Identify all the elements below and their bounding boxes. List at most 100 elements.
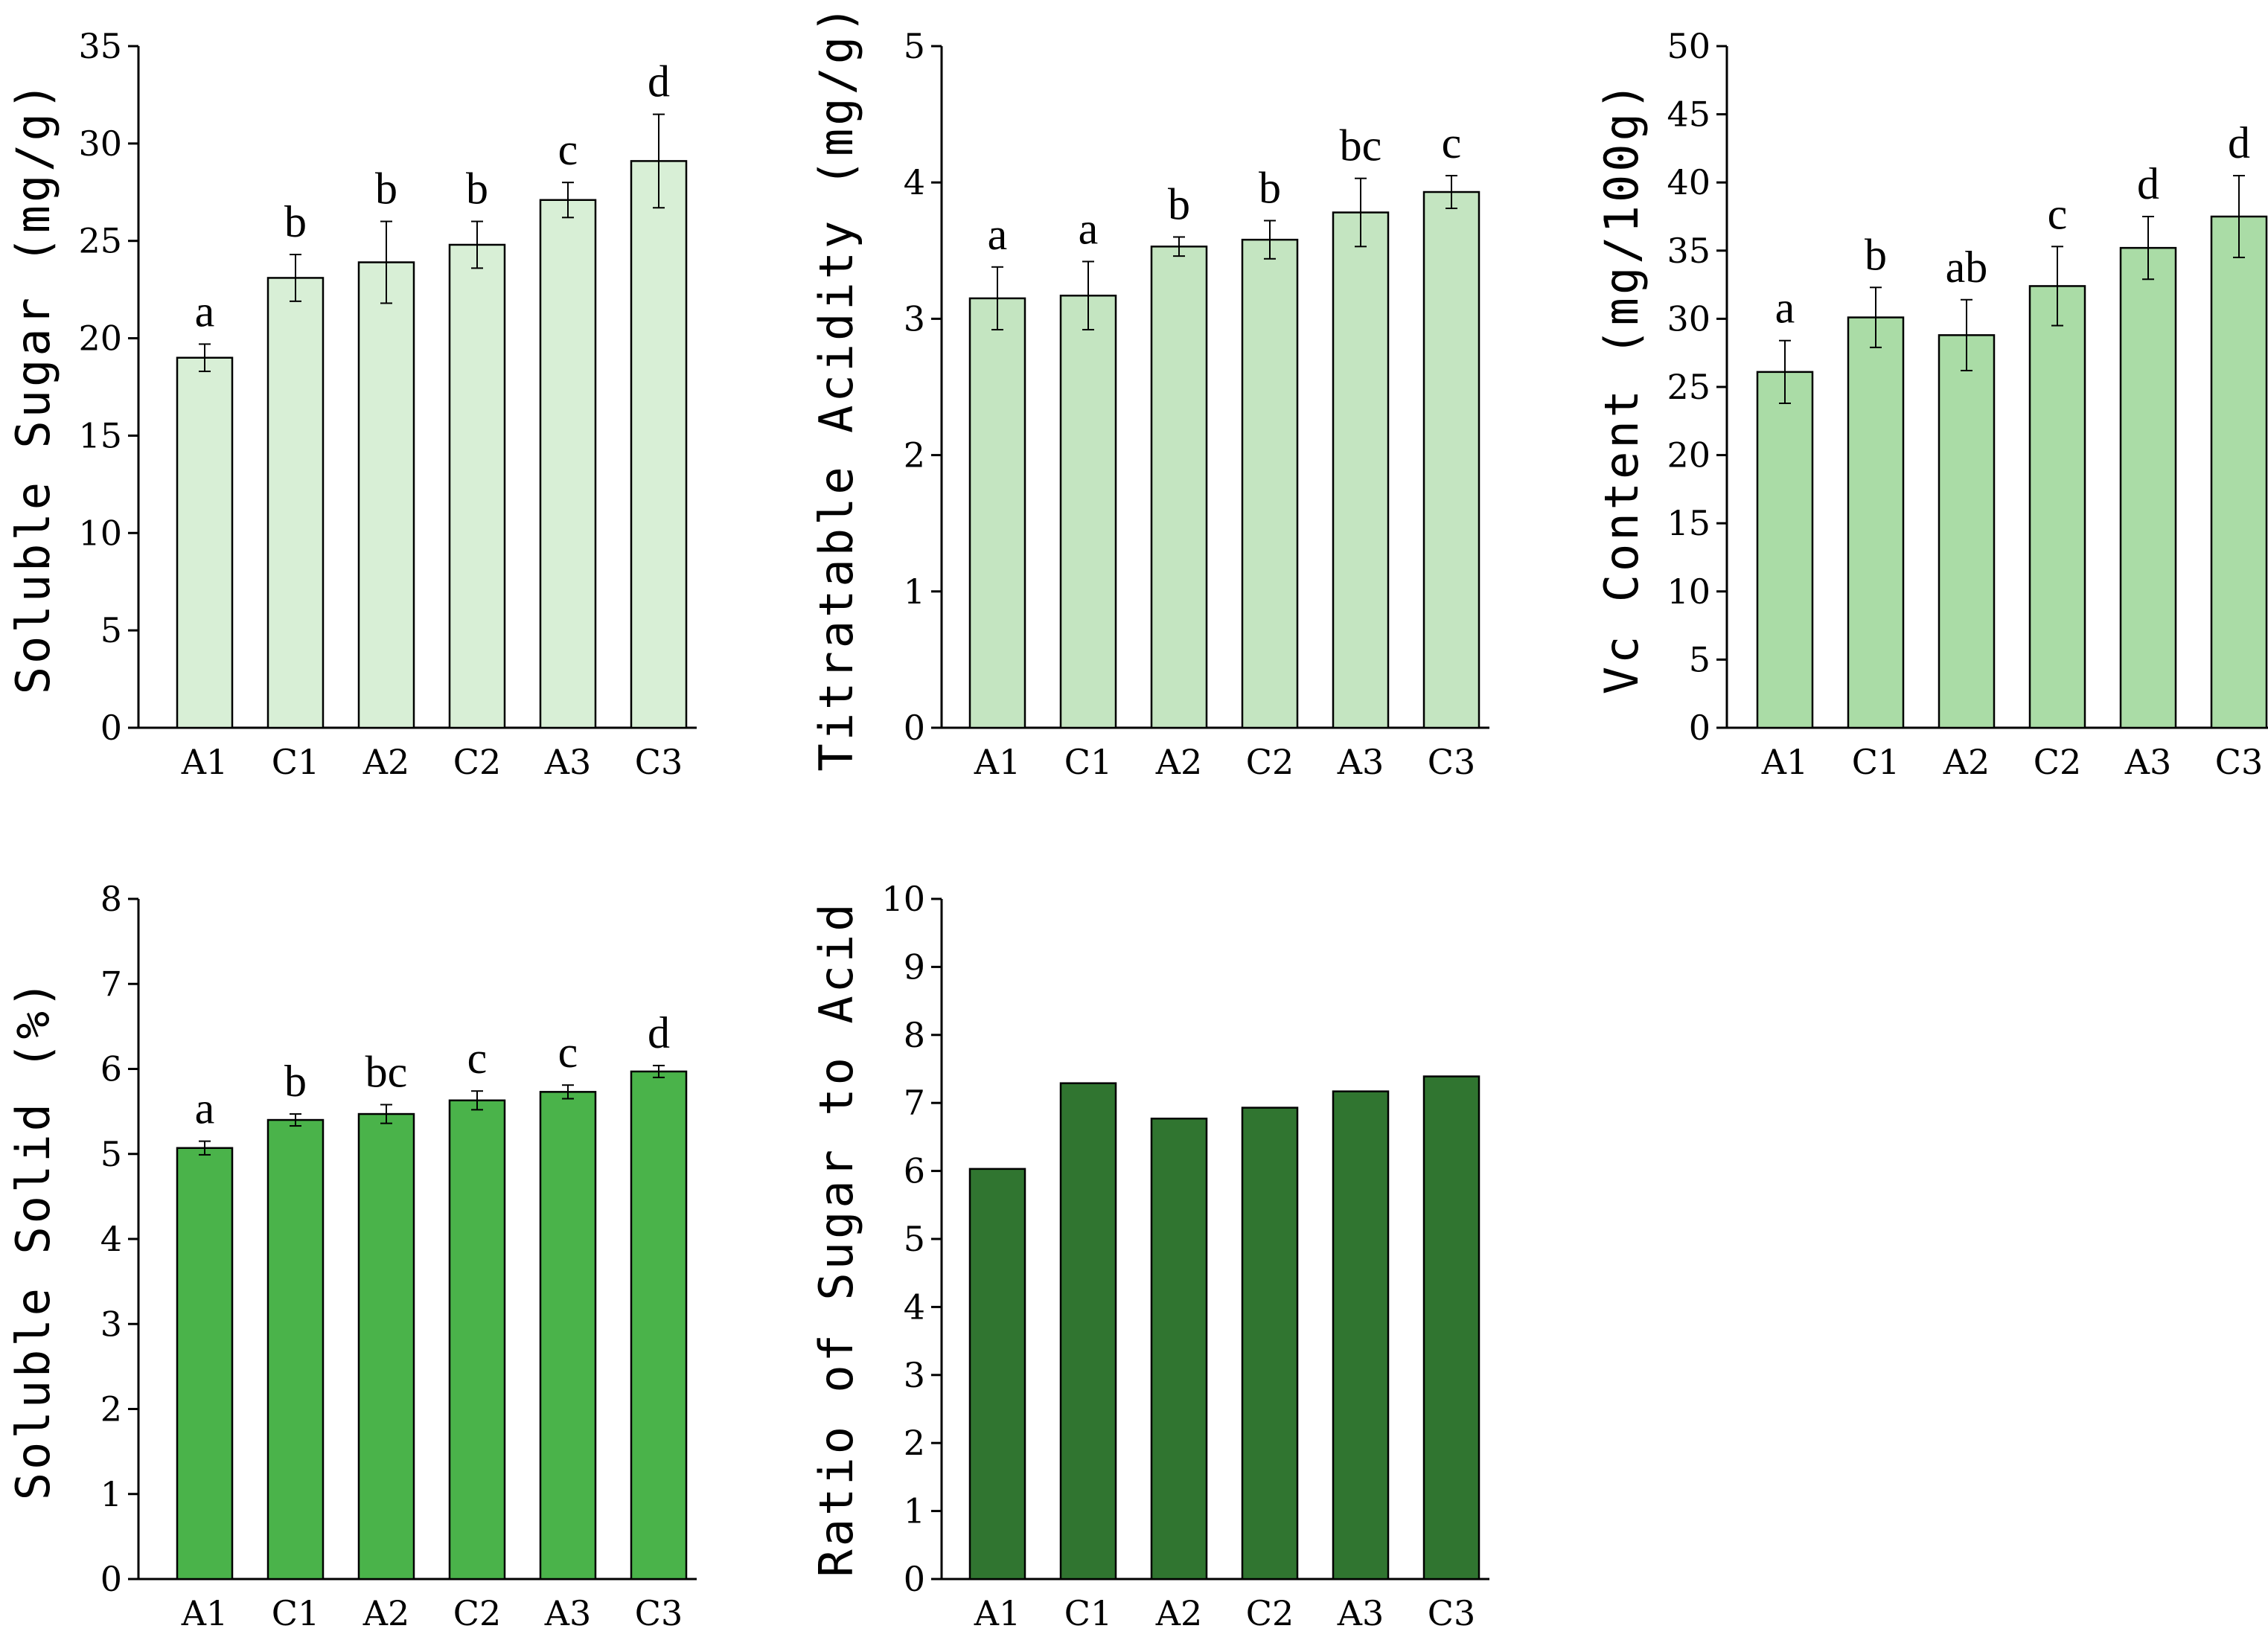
bar-a2 [357, 1112, 415, 1581]
bar-a2 [357, 261, 415, 729]
x-tick-label: C3 [1428, 1593, 1475, 1633]
bar-c2 [1241, 238, 1299, 729]
y-tick-label: 5 [904, 26, 925, 66]
bar-c3 [2210, 215, 2268, 729]
y-tick-label: 20 [1667, 435, 1710, 475]
x-tick-label: C2 [1246, 1593, 1294, 1633]
x-tick-label: A3 [1337, 1593, 1384, 1633]
y-tick-label: 7 [100, 964, 122, 1004]
significance-letter: b [284, 197, 307, 246]
significance-letter: a [195, 1084, 215, 1133]
significance-letter: d [2228, 118, 2250, 167]
x-tick-label: C3 [635, 1593, 683, 1633]
significance-letter: bc [365, 1047, 408, 1096]
significance-letter: d [648, 57, 670, 106]
y-tick-label: 8 [904, 1015, 925, 1055]
x-tick-label: C1 [272, 1593, 319, 1633]
x-tick-label: A2 [1155, 742, 1203, 782]
y-tick-label: 3 [100, 1304, 122, 1344]
x-tick-label: C2 [1246, 742, 1294, 782]
bar-a1 [176, 356, 234, 729]
y-tick-label: 5 [100, 610, 122, 650]
significance-letter: c [1442, 118, 1462, 167]
significance-letter: b [1865, 230, 1887, 279]
bar-c1 [266, 1118, 325, 1581]
y-tick-label: 35 [1667, 231, 1710, 271]
bar-c3 [1422, 1075, 1480, 1581]
significance-letter: a [195, 286, 215, 336]
y-tick-label: 0 [1689, 708, 1710, 748]
y-tick-label: 15 [1667, 503, 1710, 543]
significance-letter: b [466, 164, 488, 214]
y-tick-label: 1 [904, 1491, 925, 1531]
x-tick-label: A1 [974, 742, 1021, 782]
x-tick-label: C2 [453, 1593, 501, 1633]
significance-letter: bc [1340, 121, 1382, 170]
chart-vc_content: 0 5 10 15 20 25 30 35 40 45 50 Vc Content (mg/100g)… [1594, 26, 2268, 782]
x-tick-label: C1 [1852, 742, 1900, 782]
bar-a1 [968, 297, 1026, 729]
y-tick-label: 1 [904, 571, 925, 612]
bar-a3 [539, 1091, 597, 1581]
bar-a3 [2119, 246, 2177, 729]
y-tick-label: 6 [904, 1151, 925, 1191]
bar-a2 [1150, 1117, 1208, 1581]
y-tick-label: 5 [904, 1219, 925, 1259]
significance-letter: b [284, 1057, 307, 1106]
y-tick-label: 40 [1667, 162, 1710, 202]
bar-a2 [1150, 246, 1208, 729]
significance-letter: c [558, 1028, 578, 1077]
y-tick-label: 7 [904, 1083, 925, 1123]
y-tick-label: 10 [881, 879, 925, 919]
y-tick-label: 50 [1667, 26, 1710, 66]
y-tick-label: 45 [1667, 95, 1710, 135]
x-tick-label: C1 [1064, 742, 1112, 782]
chart-titratable_acidity: 0 1 2 3 4 5 Titratable Acidity (mg/g) a A1 a C1 b A2… [809, 2, 1489, 782]
bar-a3 [539, 199, 597, 729]
y-axis-label: Soluble Solid (%) [6, 978, 60, 1501]
x-tick-label: C3 [1428, 742, 1475, 782]
y-tick-label: 30 [1667, 298, 1710, 339]
significance-letter: c [558, 125, 578, 174]
significance-letter: d [648, 1008, 670, 1057]
x-tick-label: A3 [544, 1593, 592, 1633]
y-axis-label: Ratio of Sugar to Acid [809, 900, 863, 1577]
y-tick-label: 6 [100, 1049, 122, 1089]
y-tick-label: 8 [100, 879, 122, 919]
y-axis-label: Soluble Sugar (mg/g) [6, 80, 60, 695]
y-tick-label: 3 [904, 1355, 925, 1395]
bar-c2 [2028, 285, 2086, 729]
bar-c1 [1059, 295, 1117, 729]
significance-letter: d [2137, 159, 2159, 208]
y-tick-label: 25 [1667, 367, 1710, 407]
y-tick-label: 5 [100, 1134, 122, 1174]
bar-c1 [266, 277, 325, 729]
y-tick-label: 2 [904, 1423, 925, 1463]
significance-letter: a [988, 210, 1008, 259]
bar-c1 [1059, 1082, 1117, 1581]
x-tick-label: A2 [1943, 742, 1990, 782]
significance-letter: c [2048, 189, 2068, 238]
y-tick-label: 10 [78, 513, 122, 553]
x-tick-label: A3 [1337, 742, 1384, 782]
y-tick-label: 35 [78, 26, 122, 66]
y-tick-label: 4 [904, 1287, 925, 1327]
x-tick-label: C2 [2034, 742, 2081, 782]
y-tick-label: 15 [78, 415, 122, 455]
significance-letter: c [467, 1034, 488, 1083]
bar-c1 [1847, 316, 1905, 729]
significance-letter: a [1079, 204, 1099, 253]
y-tick-label: 30 [78, 124, 122, 164]
chart-soluble_solid: 0 1 2 3 4 5 6 7 8 Soluble Solid (%) a A1 b C1 bc A2 c C2 c… [6, 879, 697, 1633]
x-tick-label: C1 [272, 742, 319, 782]
significance-letter: b [375, 164, 397, 214]
y-tick-label: 5 [1689, 639, 1710, 679]
y-tick-label: 25 [78, 221, 122, 261]
y-tick-label: 1 [100, 1474, 122, 1514]
y-tick-label: 0 [100, 708, 122, 748]
y-tick-label: 0 [904, 708, 925, 748]
bar-c2 [448, 1099, 506, 1581]
y-tick-label: 0 [904, 1559, 925, 1599]
y-axis-label: Vc Content (mg/100g) [1594, 80, 1649, 695]
